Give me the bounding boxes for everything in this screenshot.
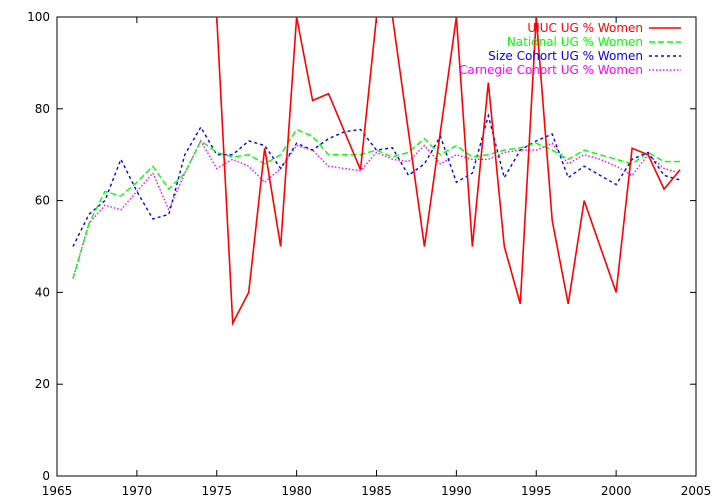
legend-label: Size Cohort UG % Women xyxy=(488,49,643,63)
series-line-3 xyxy=(72,139,681,279)
x-tick-label: 1965 xyxy=(42,484,73,498)
y-tick-label: 40 xyxy=(35,285,50,299)
series-lines xyxy=(72,17,681,327)
series-line-0 xyxy=(215,17,681,327)
series-line-2 xyxy=(72,112,681,247)
y-tick-label: 0 xyxy=(42,469,50,483)
y-tick-label: 20 xyxy=(35,377,50,391)
legend-label: Carnegie Cohort UG % Women xyxy=(459,63,643,77)
y-tick-label: 100 xyxy=(27,10,50,24)
x-tick-label: 1985 xyxy=(361,484,392,498)
y-tick-label: 60 xyxy=(35,194,50,208)
x-tick-label: 2005 xyxy=(681,484,712,498)
legend-label: National UG % Women xyxy=(507,35,643,49)
x-tick-label: 1975 xyxy=(201,484,232,498)
x-tick-label: 2000 xyxy=(601,484,632,498)
x-tick-label: 1970 xyxy=(122,484,153,498)
y-tick-label: 80 xyxy=(35,102,50,116)
legend-label: UIUC UG % Women xyxy=(527,21,643,35)
plot-axes: 1965 1970 1975 1980 1985 1990 1995 2000 2005 0 20 4… xyxy=(27,10,711,498)
x-tick-label: 1995 xyxy=(521,484,552,498)
x-tick-label: 1990 xyxy=(441,484,472,498)
x-tick-label: 1980 xyxy=(281,484,312,498)
series-line-1 xyxy=(72,128,681,279)
